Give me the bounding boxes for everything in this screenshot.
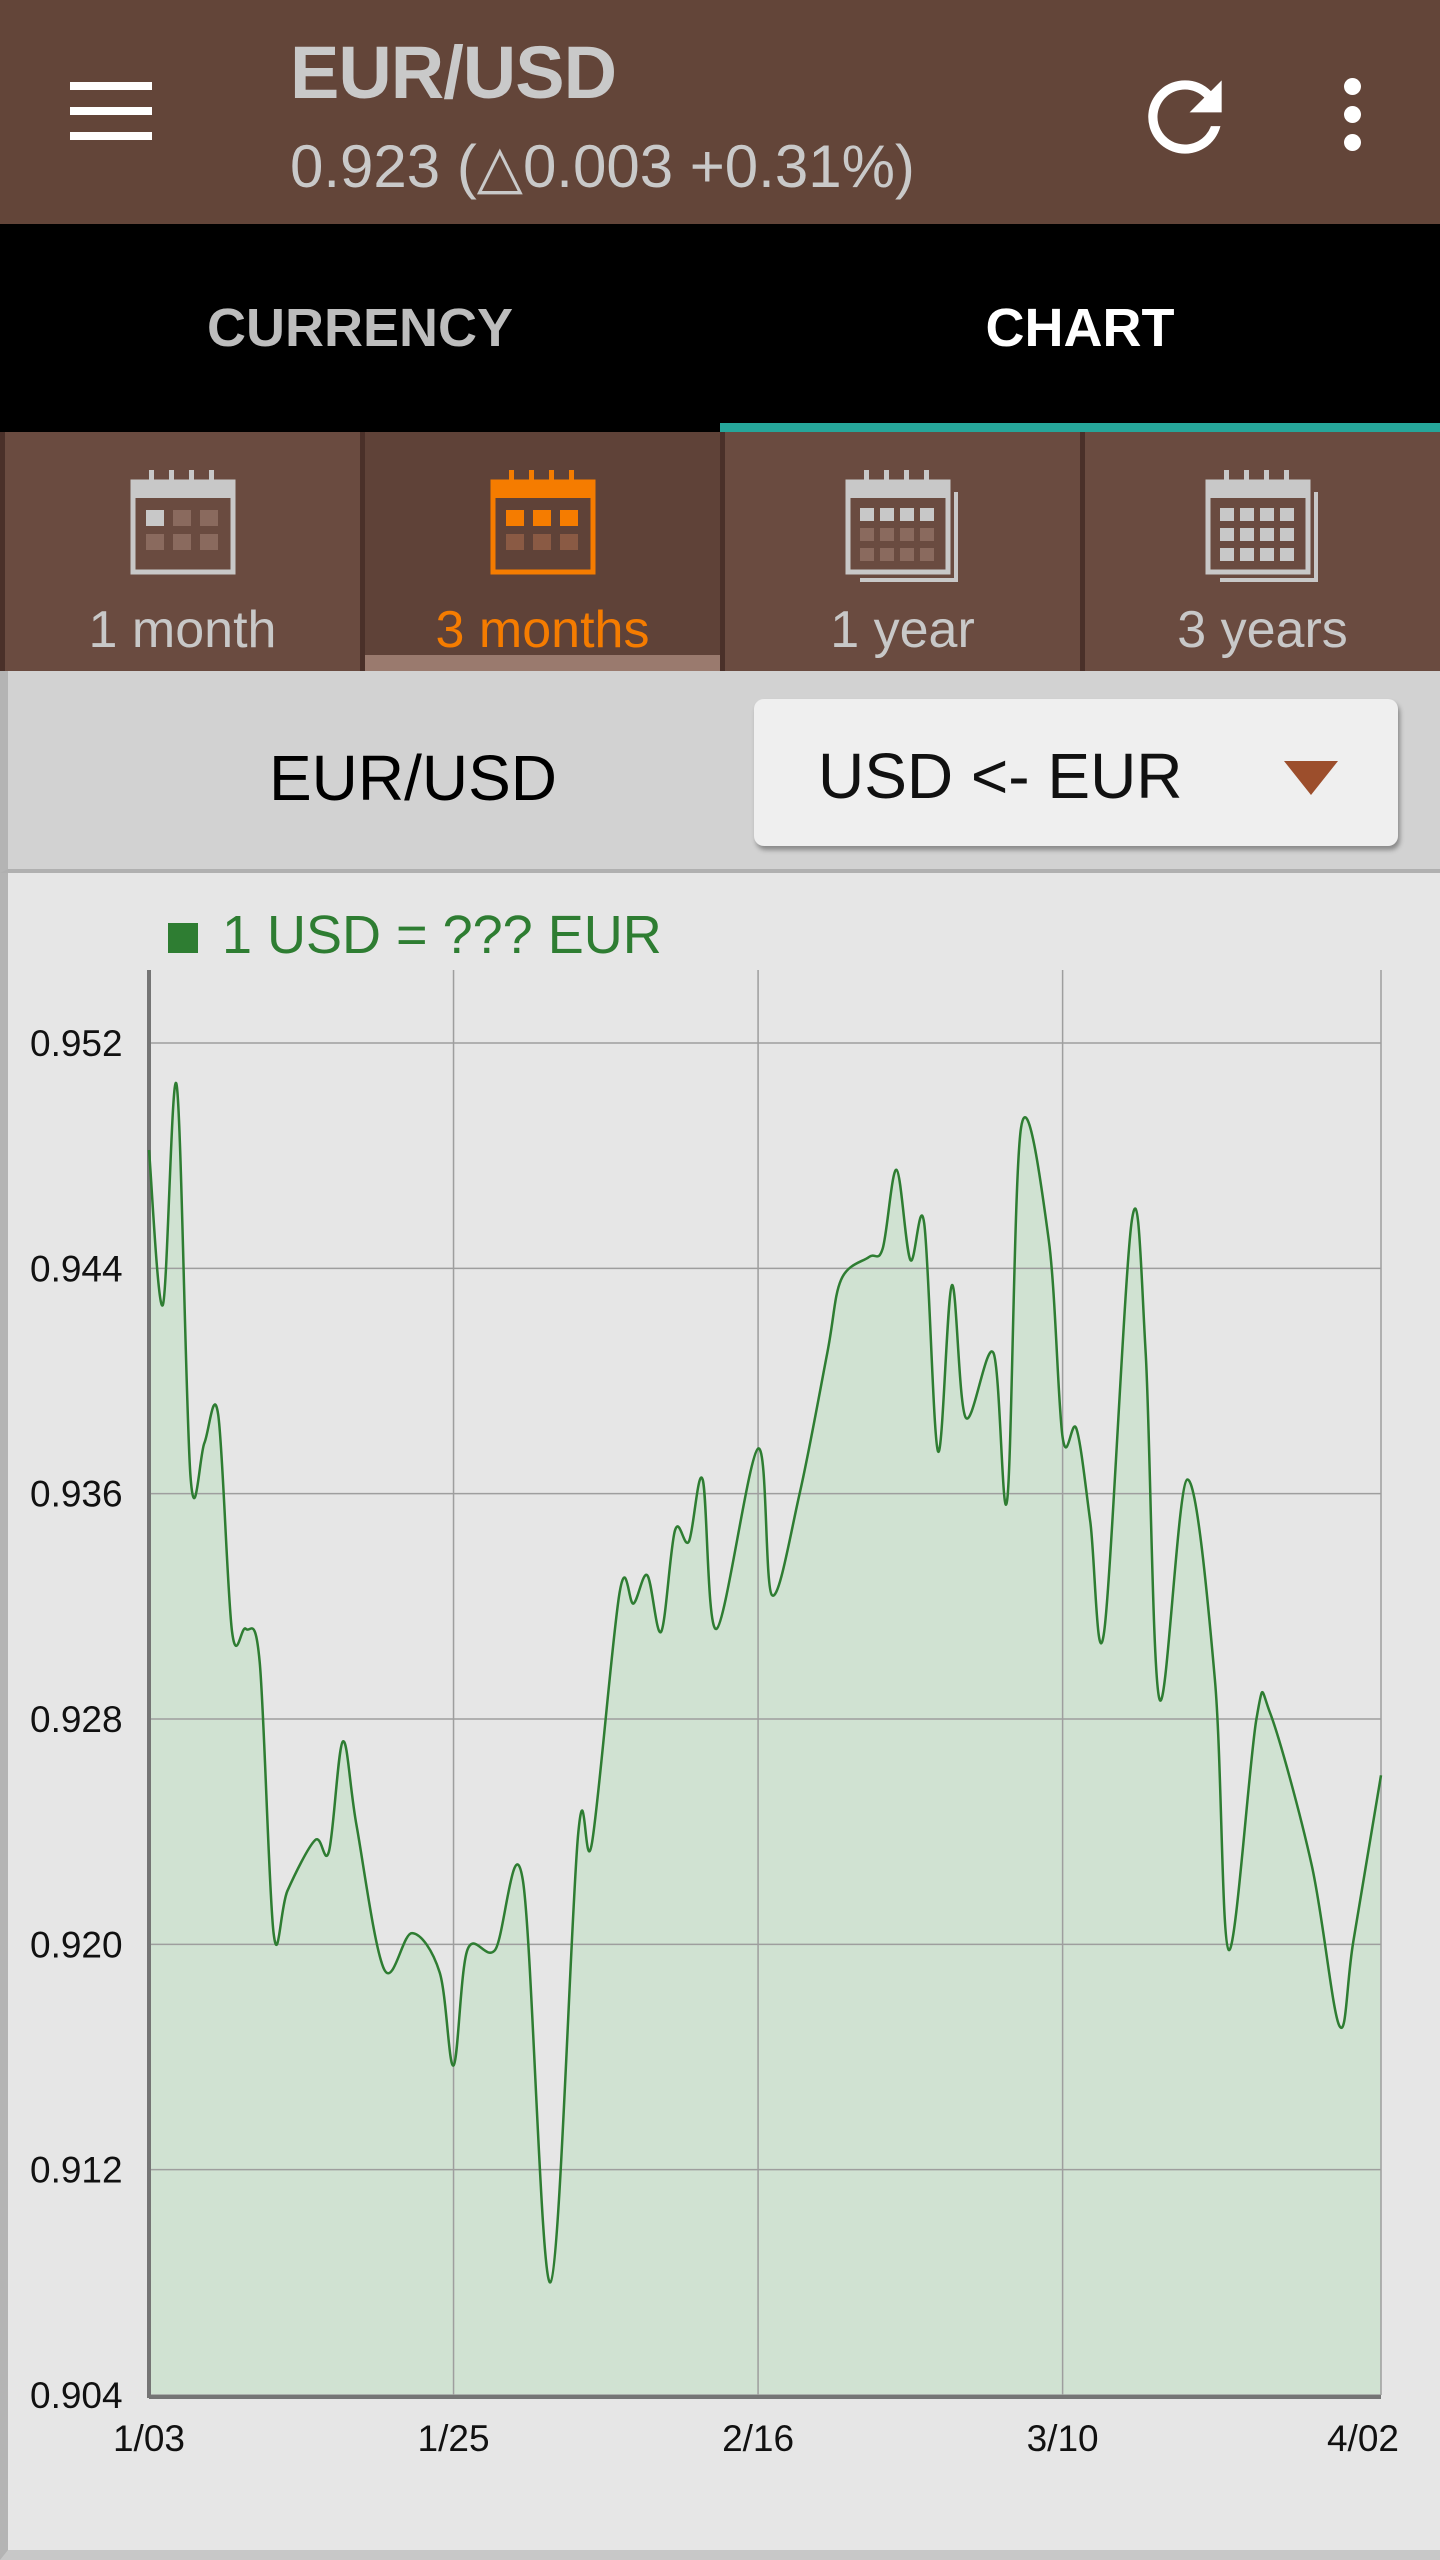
legend-swatch [168,923,198,953]
period-label: 1 year [830,601,975,659]
more-vert-icon[interactable] [1332,78,1372,158]
period-label: 3 months [435,601,650,659]
calendar-stack-icon [845,470,958,582]
direction-dropdown[interactable]: USD <- EUR [754,699,1398,846]
app-bar: EUR/USD 0.923 (△0.003 +0.31%) [0,0,1440,224]
y-tick-label: 0.928 [30,1699,123,1740]
y-tick-label: 0.904 [30,2375,123,2416]
tab-chart[interactable]: CHART [985,298,1175,358]
pair-selector-row: EUR/USD USD <- EUR [0,671,1440,873]
dropdown-value: USD <- EUR [818,740,1183,812]
selected-period-indicator [365,655,720,671]
calendar-icon [490,470,595,575]
y-tick-label: 0.936 [30,1474,123,1515]
y-tick-label: 0.920 [30,1924,123,1965]
calendar-stack-icon [1205,470,1318,582]
x-tick-label: 2/16 [722,2418,794,2459]
legend-label: 1 USD = ??? EUR [222,905,662,965]
tab-bar: CURRENCY CHART [0,224,1440,432]
series-area [149,1082,1381,2395]
chart-area: 0.952 0.944 0.936 0.928 0.920 0.912 0.904 1/03 1… [0,873,1440,2560]
currency-pair-label: EUR/USD [268,742,558,814]
x-tick-label: 3/10 [1027,2418,1099,2459]
page-title: EUR/USD [290,31,617,114]
period-1-year[interactable]: 1 year [720,432,1080,671]
dropdown-arrow-icon [1284,761,1338,795]
x-tick-label: 4/02 [1327,2418,1399,2459]
x-tick-label: 1/25 [418,2418,490,2459]
y-tick-label: 0.944 [30,1248,123,1289]
period-1-month[interactable]: 1 month [0,432,360,671]
hamburger-icon[interactable] [70,82,152,140]
period-selector: 1 month 3 months 1 year 3 years [0,432,1440,671]
active-tab-indicator [720,423,1440,432]
series-line [147,1081,1383,2284]
x-tick-label: 1/03 [113,2418,185,2459]
period-3-years[interactable]: 3 years [1080,432,1440,671]
y-tick-label: 0.912 [30,2150,123,2191]
refresh-icon[interactable] [1130,62,1240,172]
rate-summary: 0.923 (△0.003 +0.31%) [290,133,915,200]
tab-currency[interactable]: CURRENCY [206,298,514,358]
period-3-months[interactable]: 3 months [360,432,720,671]
period-label: 3 years [1177,601,1348,659]
calendar-icon [130,470,235,575]
y-tick-label: 0.952 [30,1023,123,1064]
period-label: 1 month [88,601,277,659]
